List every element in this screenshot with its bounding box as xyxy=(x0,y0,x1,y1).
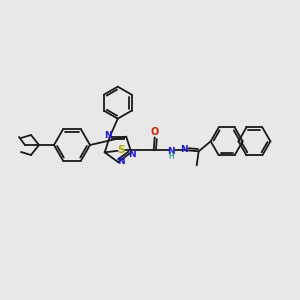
Text: N: N xyxy=(128,150,136,159)
Text: O: O xyxy=(151,127,159,137)
Text: N: N xyxy=(167,147,175,156)
Text: N: N xyxy=(117,158,125,166)
Text: H: H xyxy=(168,152,174,161)
Text: S: S xyxy=(117,145,124,155)
Text: N: N xyxy=(180,145,188,154)
Text: N: N xyxy=(104,131,112,140)
